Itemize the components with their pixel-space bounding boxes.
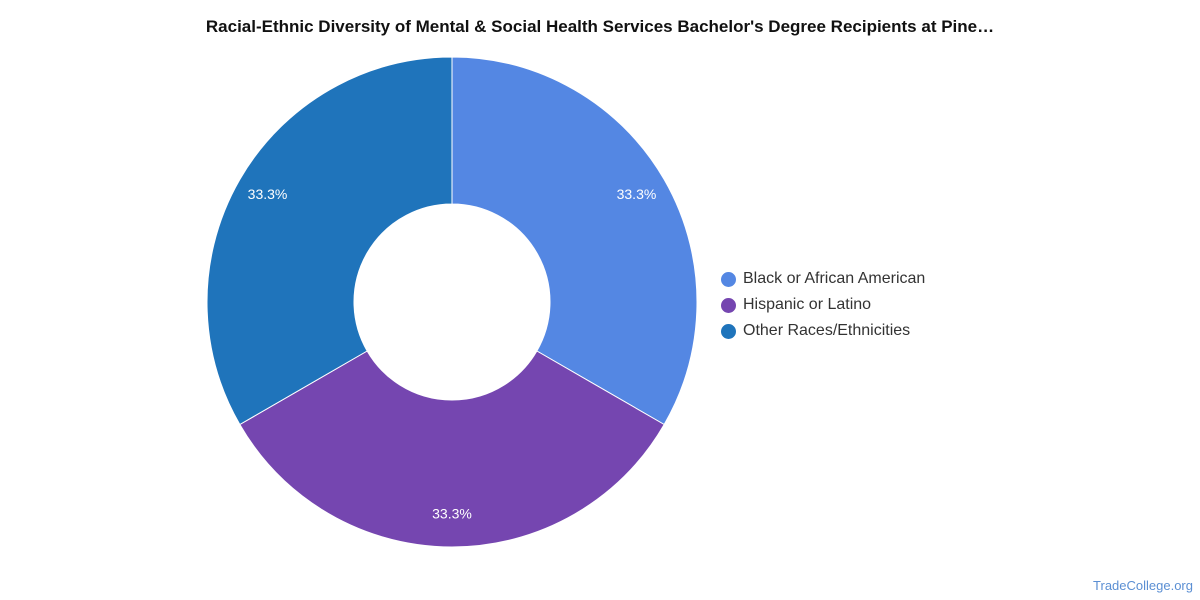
legend-label-other-races: Other Races/Ethnicities — [743, 322, 911, 339]
legend-swatch-other-races — [721, 323, 736, 339]
slices-group — [206, 56, 698, 548]
slice-label-hispanic-latino: 33.3% — [432, 506, 472, 522]
legend: Black or African American Hispanic or La… — [721, 266, 925, 344]
legend-label-black-african-american: Black or African American — [743, 270, 926, 287]
slice-hispanic-latino[interactable] — [239, 350, 665, 548]
legend-item-other-races[interactable]: Other Races/Ethnicities — [721, 318, 925, 344]
chart-title: Racial-Ethnic Diversity of Mental & Soci… — [205, 17, 995, 36]
legend-swatch-hispanic-latino — [721, 297, 736, 313]
legend-item-hispanic-latino[interactable]: Hispanic or Latino — [721, 292, 925, 318]
slice-label-black-african-american: 33.3% — [617, 186, 657, 202]
legend-label-hispanic-latino: Hispanic or Latino — [743, 296, 872, 313]
legend-swatch-black-african-american — [721, 271, 736, 287]
slice-label-other-races: 33.3% — [248, 186, 288, 202]
legend-item-black-african-american[interactable]: Black or African American — [721, 266, 925, 292]
slice-labels-group: 33.3% 33.3% 33.3% — [248, 186, 657, 522]
source-credit[interactable]: TradeCollege.org — [1093, 578, 1193, 593]
slice-other-races[interactable] — [206, 56, 453, 426]
slice-black-african-american[interactable] — [451, 56, 698, 426]
